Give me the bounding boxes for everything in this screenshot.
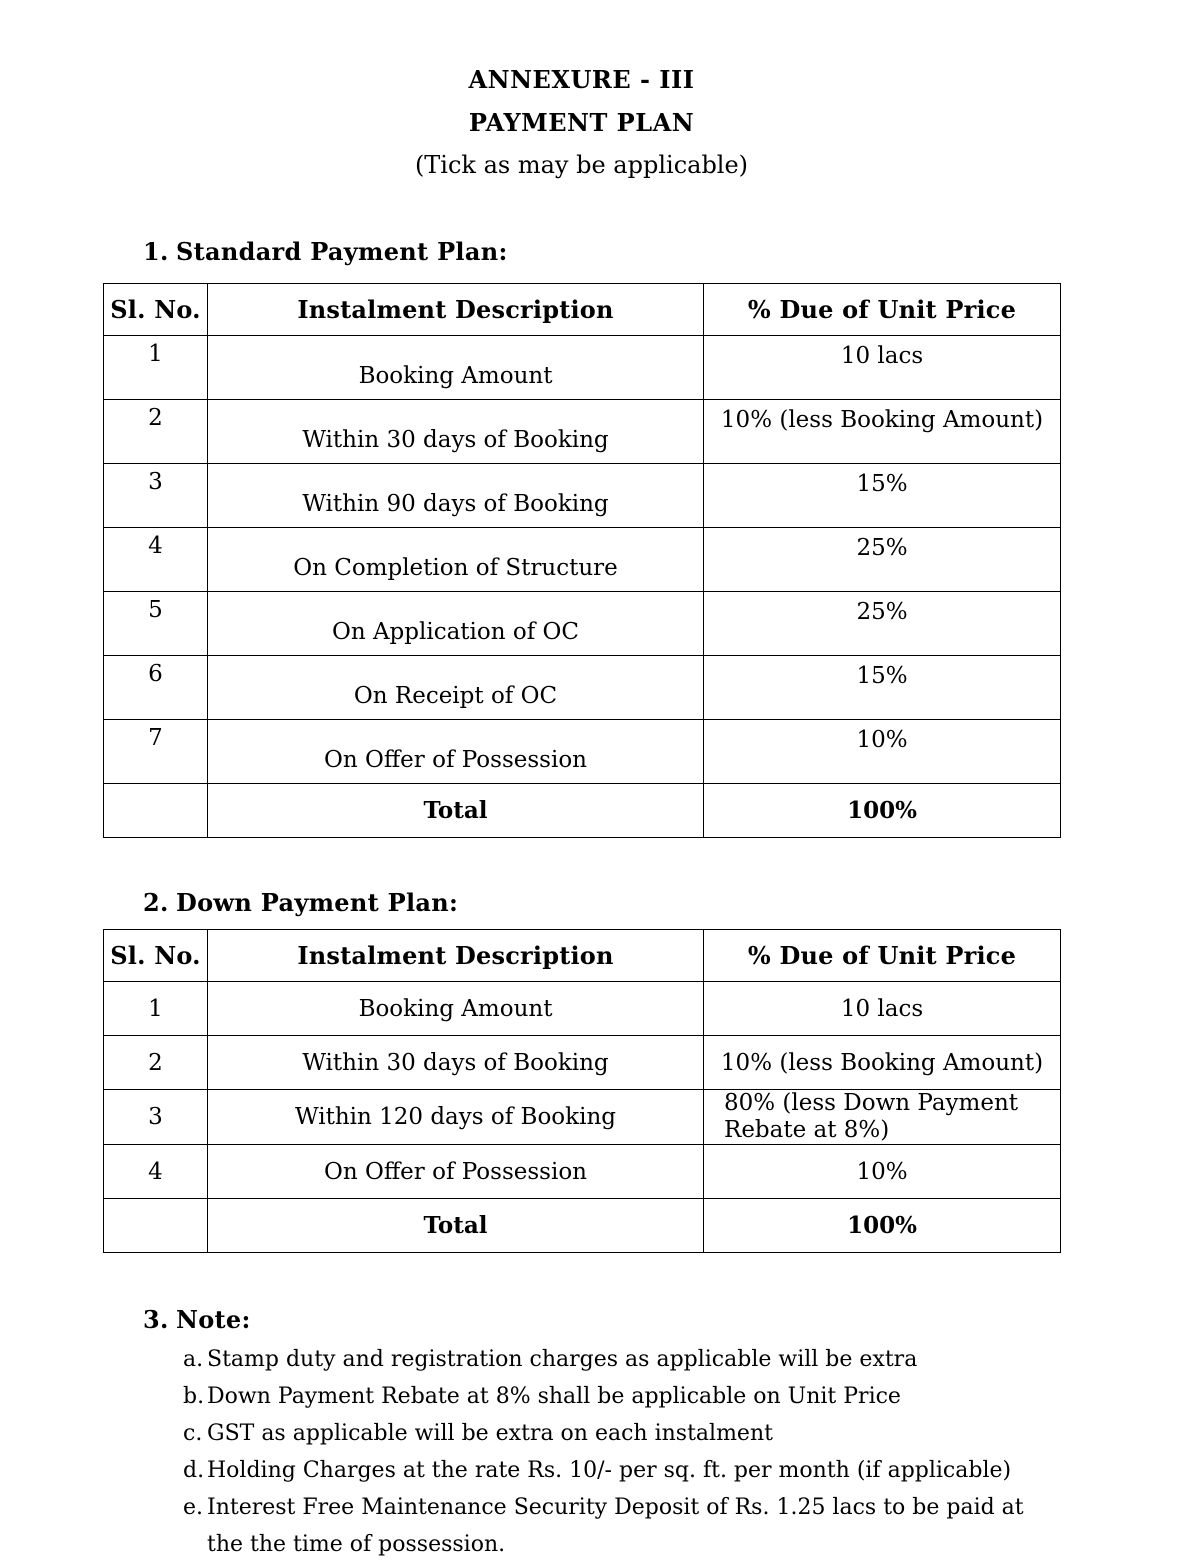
value-cell: 25% <box>703 591 1061 656</box>
description-cell: On Offer of Possession <box>207 1144 704 1199</box>
description-cell: On Application of OC <box>207 591 704 656</box>
document-subtitle: (Tick as may be applicable) <box>414 151 749 179</box>
sl-no-cell: 3 <box>103 1089 208 1145</box>
note-item-e: e. Interest Free Maintenance Security De… <box>183 1489 1184 1563</box>
section-2-title: Down Payment Plan: <box>176 888 459 917</box>
table-row: 2 Within 30 days of Booking 10% (less Bo… <box>103 399 1061 464</box>
col-header-instalment-description: Instalment Description <box>207 283 704 336</box>
total-value-cell: 100% <box>703 1198 1061 1253</box>
annexure-title: ANNEXURE - III <box>468 65 695 94</box>
note-label: c. <box>183 1421 203 1446</box>
note-text: Holding Charges at the rate Rs. 10/- per… <box>207 1458 1012 1483</box>
section-3-title: Note: <box>176 1305 251 1334</box>
standard-payment-plan-table: Sl. No. Instalment Description % Due of … <box>103 283 1061 838</box>
note-text: GST as applicable will be extra on each … <box>207 1421 773 1446</box>
total-label-cell: Total <box>207 783 704 838</box>
table-total-row: Total 100% <box>103 783 1061 838</box>
description-cell: Booking Amount <box>207 981 704 1036</box>
sl-no-cell: 7 <box>103 719 208 784</box>
note-item-a: a. Stamp duty and registration charges a… <box>183 1341 1184 1378</box>
value-cell: 80% (less Down Payment Rebate at 8%) <box>703 1089 1061 1145</box>
sl-no-cell: 4 <box>103 1144 208 1199</box>
col-header-due-of-unit-price: % Due of Unit Price <box>703 283 1061 336</box>
notes-list: a. Stamp duty and registration charges a… <box>183 1341 1184 1563</box>
value-cell: 15% <box>703 463 1061 528</box>
down-payment-plan-table: Sl. No. Instalment Description % Due of … <box>103 929 1061 1253</box>
table-row: 7 On Offer of Possession 10% <box>103 719 1061 784</box>
table-row: 5 On Application of OC 25% <box>103 591 1061 656</box>
empty-cell <box>103 783 208 838</box>
description-cell: On Receipt of OC <box>207 655 704 720</box>
document-header: ANNEXURE - III PAYMENT PLAN (Tick as may… <box>103 0 1060 181</box>
sl-no-cell: 1 <box>103 335 208 400</box>
table-row: 1 Booking Amount 10 lacs <box>103 335 1061 400</box>
section-1-heading: 1. Standard Payment Plan: <box>143 237 1184 267</box>
section-3-number: 3. <box>143 1305 169 1334</box>
note-item-c: c. GST as applicable will be extra on ea… <box>183 1415 1184 1452</box>
value-cell: 10% (less Booking Amount) <box>703 399 1061 464</box>
note-text: Stamp duty and registration charges as a… <box>207 1347 918 1372</box>
table-row: 2 Within 30 days of Booking 10% (less Bo… <box>103 1035 1061 1090</box>
section-1-title: Standard Payment Plan: <box>176 237 508 266</box>
section-3-heading: 3. Note: <box>143 1305 1184 1335</box>
total-value-cell: 100% <box>703 783 1061 838</box>
value-cell: 15% <box>703 655 1061 720</box>
col-header-due-of-unit-price: % Due of Unit Price <box>703 929 1061 982</box>
sl-no-cell: 5 <box>103 591 208 656</box>
value-cell: 10 lacs <box>703 981 1061 1036</box>
note-label: b. <box>183 1384 205 1409</box>
table-header-row: Sl. No. Instalment Description % Due of … <box>103 929 1061 982</box>
description-cell: Within 90 days of Booking <box>207 463 704 528</box>
total-label-cell: Total <box>207 1198 704 1253</box>
note-text: Down Payment Rebate at 8% shall be appli… <box>207 1384 901 1409</box>
sl-no-cell: 2 <box>103 399 208 464</box>
col-header-sl-no: Sl. No. <box>103 283 208 336</box>
note-text: Interest Free Maintenance Security Depos… <box>207 1495 1024 1557</box>
note-label: d. <box>183 1458 205 1483</box>
description-cell: On Offer of Possession <box>207 719 704 784</box>
description-cell: Booking Amount <box>207 335 704 400</box>
note-label: a. <box>183 1347 204 1372</box>
value-cell: 10% <box>703 719 1061 784</box>
sl-no-cell: 3 <box>103 463 208 528</box>
sl-no-cell: 4 <box>103 527 208 592</box>
sl-no-cell: 2 <box>103 1035 208 1090</box>
section-2-number: 2. <box>143 888 169 917</box>
section-2-heading: 2. Down Payment Plan: <box>143 888 1184 918</box>
sl-no-cell: 1 <box>103 981 208 1036</box>
description-cell: Within 30 days of Booking <box>207 399 704 464</box>
table-row: 4 On Completion of Structure 25% <box>103 527 1061 592</box>
document-title: PAYMENT PLAN <box>468 108 695 137</box>
table-header-row: Sl. No. Instalment Description % Due of … <box>103 283 1061 336</box>
table-row: 6 On Receipt of OC 15% <box>103 655 1061 720</box>
description-cell: Within 120 days of Booking <box>207 1089 704 1145</box>
table-total-row: Total 100% <box>103 1198 1061 1253</box>
sl-no-cell: 6 <box>103 655 208 720</box>
empty-cell <box>103 1198 208 1253</box>
value-cell: 10% <box>703 1144 1061 1199</box>
table-row: 3 Within 90 days of Booking 15% <box>103 463 1061 528</box>
value-cell: 10 lacs <box>703 335 1061 400</box>
note-item-b: b. Down Payment Rebate at 8% shall be ap… <box>183 1378 1184 1415</box>
value-cell: 10% (less Booking Amount) <box>703 1035 1061 1090</box>
section-1-number: 1. <box>143 237 169 266</box>
value-cell: 25% <box>703 527 1061 592</box>
note-label: e. <box>183 1495 204 1520</box>
description-cell: On Completion of Structure <box>207 527 704 592</box>
description-cell: Within 30 days of Booking <box>207 1035 704 1090</box>
table-row: 1 Booking Amount 10 lacs <box>103 981 1061 1036</box>
col-header-sl-no: Sl. No. <box>103 929 208 982</box>
table-row: 3 Within 120 days of Booking 80% (less D… <box>103 1089 1061 1145</box>
note-item-d: d. Holding Charges at the rate Rs. 10/- … <box>183 1452 1184 1489</box>
col-header-instalment-description: Instalment Description <box>207 929 704 982</box>
table-row: 4 On Offer of Possession 10% <box>103 1144 1061 1199</box>
